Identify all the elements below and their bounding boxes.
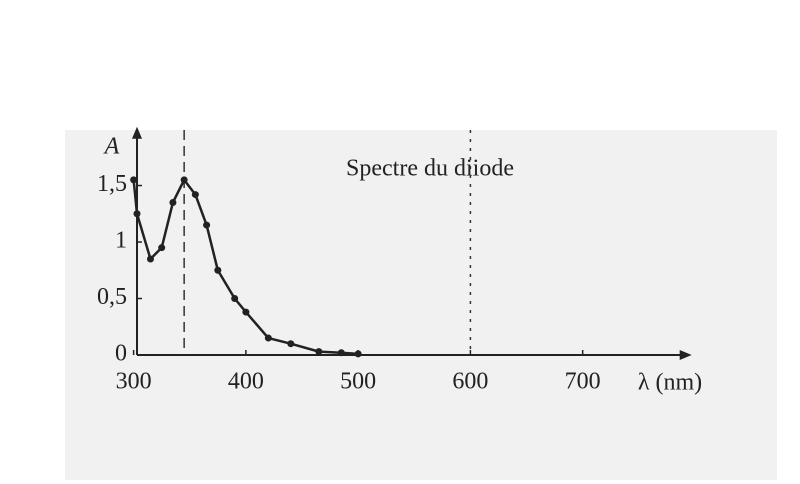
data-point (169, 198, 177, 206)
chart-title: Spectre du diiode (346, 156, 514, 182)
data-point (146, 255, 154, 263)
spectrum-line (132, 178, 359, 356)
scan-background (65, 130, 777, 480)
data-point (354, 350, 362, 358)
y-tick-label: 1,5 (97, 171, 127, 197)
data-point (180, 176, 188, 184)
data-point (191, 191, 199, 199)
y-axis-label: A (103, 134, 120, 160)
y-tick-label: 1 (115, 228, 127, 254)
data-point (214, 266, 222, 274)
y-tick-label: 0 (115, 341, 127, 367)
data-point (130, 176, 138, 184)
x-tick-label: 300 (116, 369, 152, 395)
data-point (337, 349, 345, 357)
x-axis-arrow (679, 350, 692, 360)
y-axis-arrow (132, 126, 142, 139)
data-point (264, 334, 272, 342)
y-tick-label: 0,5 (97, 284, 127, 310)
data-point (231, 295, 239, 303)
data-point (158, 244, 166, 252)
data-point (242, 308, 250, 316)
x-tick-label: 400 (228, 369, 264, 395)
data-point (315, 348, 323, 356)
data-point (133, 210, 141, 218)
data-point (203, 221, 211, 229)
x-tick-label: 700 (565, 369, 601, 395)
x-tick-label: 600 (452, 369, 488, 395)
x-tick-label: 500 (340, 369, 376, 395)
data-point (287, 340, 295, 348)
x-axis-label: λ (nm) (638, 370, 702, 396)
